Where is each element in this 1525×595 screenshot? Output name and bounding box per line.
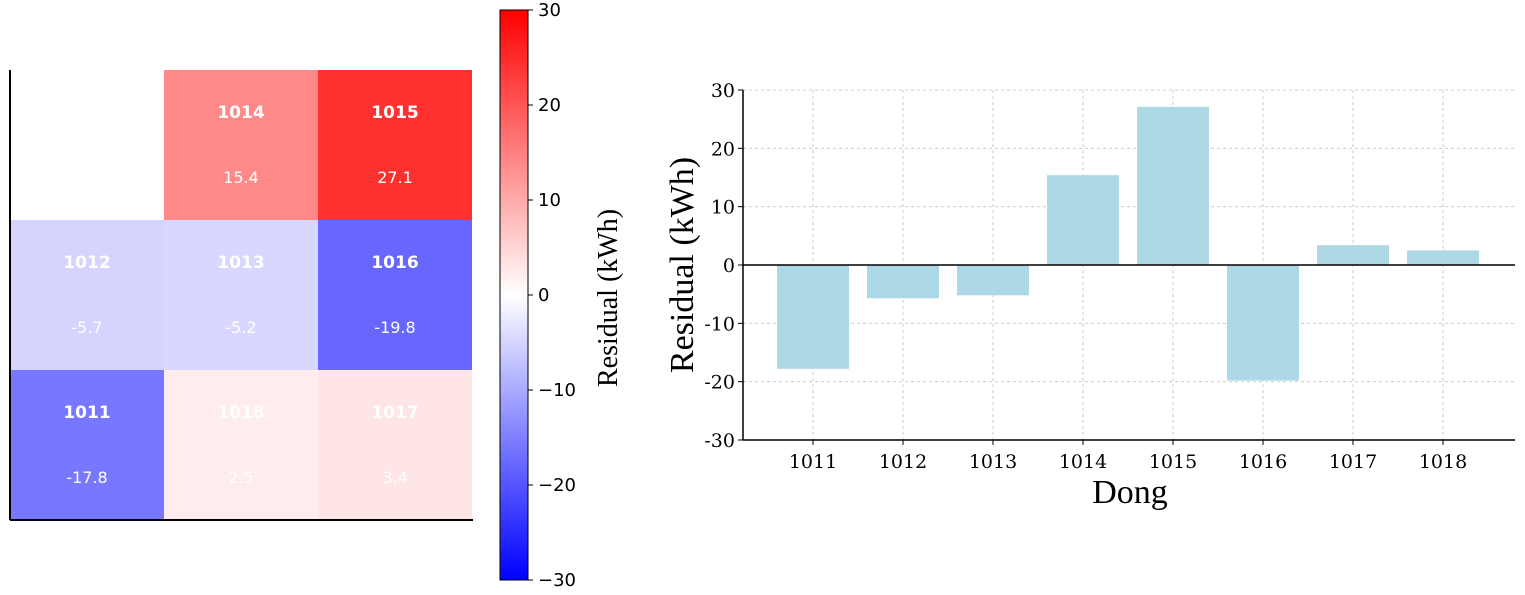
y-tick-label: 30	[711, 80, 735, 102]
heatmap-cell-value: 3.4	[382, 468, 407, 487]
x-tick-label: 1013	[969, 451, 1017, 473]
y-tick-label: 20	[711, 138, 735, 160]
heatmap-cell-id: 1011	[63, 403, 110, 423]
bar	[1317, 245, 1389, 265]
heatmap-cell-id: 1015	[371, 103, 418, 123]
heatmap-cell-value: -19.8	[374, 318, 415, 337]
colorbar-tick-label: 20	[538, 95, 561, 116]
y-tick-label: -30	[704, 430, 735, 452]
heatmap-cells: 1014 15.4 1015 27.1 1012 -5.7 1013 -5.2 1016 -19.…	[10, 70, 472, 520]
heatmap-cell-value: -5.7	[71, 318, 102, 337]
heatmap-cell-id: 1013	[217, 253, 264, 273]
bar	[1137, 106, 1209, 266]
heatmap-cell	[164, 70, 318, 220]
heatmap-cell	[318, 70, 472, 220]
heatmap-panel: 1014 15.4 1015 27.1 1012 -5.7 1013 -5.2 1016 -19.…	[9, 70, 473, 521]
y-tick-label: -10	[704, 313, 735, 335]
heatmap-cell-id: 1012	[63, 253, 110, 273]
x-ticks: 1011 1012 1013 1014 1015 1016 1017 1018	[789, 440, 1467, 473]
x-tick-label: 1012	[879, 451, 927, 473]
heatmap-cell-value: -17.8	[66, 468, 107, 487]
heatmap-cell	[164, 370, 318, 520]
y-ticks: 30 20 10 0 -10 -20 -30	[704, 80, 743, 452]
x-tick-label: 1017	[1329, 451, 1377, 473]
colorbar-gradient	[499, 9, 529, 581]
bar	[867, 265, 939, 299]
heatmap-cell	[164, 220, 318, 370]
x-tick-label: 1018	[1419, 451, 1467, 473]
bar	[957, 265, 1029, 296]
colorbar-tick-label: 10	[538, 190, 561, 211]
bar	[777, 265, 849, 369]
colorbar-label: Residual (kWh)	[593, 209, 624, 387]
heatmap-cell-id: 1018	[217, 403, 264, 423]
y-tick-label: 10	[711, 197, 735, 219]
y-tick-label: -20	[704, 372, 735, 394]
heatmap-cell-id: 1014	[217, 103, 264, 123]
heatmap-cell-id: 1016	[371, 253, 418, 273]
heatmap-cell-value: 27.1	[377, 168, 413, 187]
heatmap-cell	[318, 220, 472, 370]
heatmap-cell	[318, 370, 472, 520]
heatmap-cell	[10, 370, 164, 520]
heatmap-cell-value: 2.5	[228, 468, 253, 487]
heatmap-cell	[10, 220, 164, 370]
x-axis-label: Dong	[1092, 474, 1168, 511]
heatmap-cell-value: 15.4	[223, 168, 259, 187]
y-axis-label: Residual (kWh)	[664, 157, 701, 373]
heatmap-cell-value: -5.2	[225, 318, 256, 337]
colorbar-ticks: 30 20 10 0 −10 −20 −30	[528, 0, 576, 591]
x-tick-label: 1016	[1239, 451, 1287, 473]
colorbar-tick-label: −20	[538, 475, 576, 496]
colorbar-tick-label: −30	[538, 570, 576, 591]
x-tick-label: 1014	[1059, 451, 1107, 473]
heatmap-cell-id: 1017	[371, 403, 418, 423]
bar	[1407, 250, 1479, 265]
colorbar: 30 20 10 0 −10 −20 −30 Residual (kWh)	[499, 0, 624, 591]
colorbar-tick-label: 30	[538, 0, 561, 21]
bar	[1227, 265, 1299, 381]
x-tick-label: 1015	[1149, 451, 1197, 473]
colorbar-tick-label: −10	[538, 380, 576, 401]
bar	[1047, 175, 1119, 265]
y-tick-label: 0	[723, 255, 735, 277]
x-tick-label: 1011	[789, 451, 837, 473]
bar-marks	[777, 106, 1479, 381]
colorbar-tick-label: 0	[538, 285, 549, 306]
